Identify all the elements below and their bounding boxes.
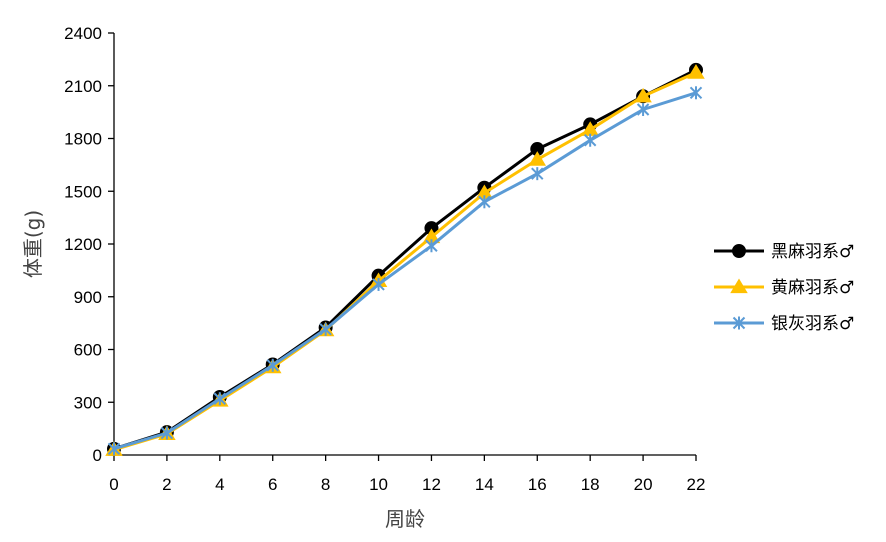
data-point [531,167,544,181]
legend-swatch-marker [732,316,746,330]
x-tick-label: 20 [634,475,653,494]
x-tick-label: 10 [369,475,388,494]
y-tick-label: 300 [74,393,102,412]
data-point [687,64,705,79]
y-tick-label: 1500 [64,182,102,201]
data-point [319,322,332,336]
data-point [372,277,385,291]
x-tick-label: 6 [268,475,277,494]
axes: 0 300 600 900 1200 1500 1800 2100 2400 0 2 4 6 8 10 12 1… [64,24,705,494]
x-tick-label: 18 [581,475,600,494]
data-point [689,86,703,100]
legend-label: 黑麻羽系♂ [771,242,854,262]
y-axis-title: 体重(g) [21,210,45,278]
data-point [583,133,597,147]
data-point [266,358,279,372]
legend: 黑麻羽系♂ 黄麻羽系♂ 银灰羽系♂ [714,242,854,334]
series-layer [105,62,705,456]
legend-item: 黑麻羽系♂ [714,242,854,262]
data-point [107,442,121,456]
data-point [636,102,650,116]
series-2 [105,64,705,456]
x-tick-label: 8 [321,475,330,494]
y-tick-label: 0 [93,446,102,465]
legend-item: 黄麻羽系♂ [714,278,854,298]
legend-item: 银灰羽系♂ [714,314,854,334]
y-tick-label: 600 [74,341,102,360]
legend-label: 黄麻羽系♂ [771,278,854,298]
y-tick-label: 900 [74,288,102,307]
data-point [425,239,438,253]
x-axis-title: 周龄 [385,507,425,531]
x-tick-label: 2 [162,475,171,494]
x-tick-label: 12 [422,475,441,494]
data-point [634,87,652,103]
x-tick-label: 14 [475,475,494,494]
y-tick-label: 2400 [64,24,102,43]
y-tick-label: 1200 [64,235,102,254]
data-point [478,195,491,209]
y-tick-label: 2100 [64,77,102,96]
x-tick-label: 4 [215,475,224,494]
data-point [213,392,227,406]
data-point [160,426,174,440]
data-point [528,151,547,166]
series-3 [107,86,703,456]
legend-swatch-marker [732,244,746,258]
y-tick-label: 1800 [64,130,102,149]
legend-label: 银灰羽系♂ [771,314,854,334]
x-tick-label: 16 [528,475,547,494]
series-line [113,91,697,451]
x-tick-label: 22 [687,475,706,494]
x-tick-label: 0 [109,475,118,494]
legend-swatch-marker [730,278,748,294]
